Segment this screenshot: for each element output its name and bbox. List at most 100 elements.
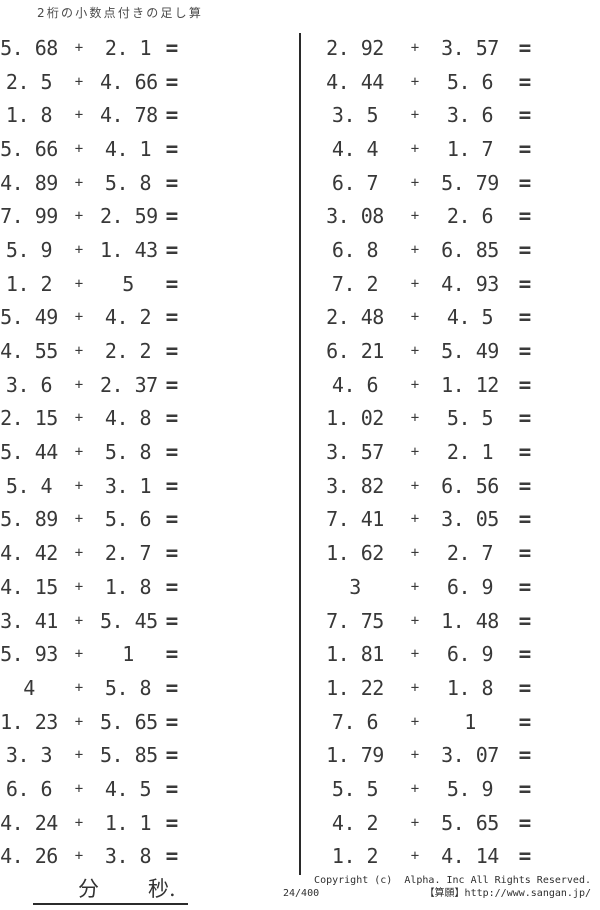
operand-1: 4. 24 bbox=[0, 810, 58, 835]
operand-1: 1. 23 bbox=[0, 709, 58, 734]
problem-row: 7. 6 + 1 = bbox=[300, 705, 600, 739]
operand-1: 2. 48 bbox=[326, 305, 384, 330]
plus-sign: + bbox=[74, 578, 84, 595]
problem-row: 4. 2 + 5. 65 = bbox=[300, 806, 600, 840]
plus-sign: + bbox=[410, 174, 420, 191]
operand-1: 4. 26 bbox=[0, 844, 58, 869]
operand-2: 6. 9 bbox=[446, 642, 494, 667]
seconds-label: 秒. bbox=[148, 877, 176, 901]
problem-row: 4. 42 + 2. 7 = bbox=[0, 536, 300, 570]
operand-2: 5. 65 bbox=[100, 709, 158, 734]
equals-sign: = bbox=[165, 271, 179, 296]
plus-sign: + bbox=[74, 713, 84, 730]
equals-sign: = bbox=[518, 675, 532, 700]
operand-1: 3. 82 bbox=[326, 473, 384, 498]
operand-1: 2. 92 bbox=[326, 35, 384, 60]
problem-row: 6. 7 + 5. 79 = bbox=[300, 166, 600, 200]
problem-row: 1. 22 + 1. 8 = bbox=[300, 671, 600, 705]
equals-sign: = bbox=[518, 642, 532, 667]
problem-row: 4. 26 + 3. 8 = bbox=[0, 840, 300, 874]
operand-2: 1. 48 bbox=[441, 608, 499, 633]
problem-row: 7. 41 + 3. 05 = bbox=[300, 503, 600, 537]
problem-row: 6. 21 + 5. 49 = bbox=[300, 334, 600, 368]
operand-2: 3. 8 bbox=[104, 844, 152, 869]
equals-sign: = bbox=[165, 473, 179, 498]
site-link: 【算願】http://www.sangan.jp/ bbox=[424, 888, 591, 899]
equals-sign: = bbox=[165, 743, 179, 768]
equals-sign: = bbox=[165, 608, 179, 633]
operand-1: 3. 5 bbox=[331, 103, 379, 128]
operand-1: 2. 15 bbox=[0, 406, 58, 431]
equals-sign: = bbox=[518, 204, 532, 229]
plus-sign: + bbox=[410, 39, 420, 56]
operand-2: 1. 1 bbox=[104, 810, 152, 835]
operand-1: 4. 44 bbox=[326, 69, 384, 94]
plus-sign: + bbox=[410, 477, 420, 494]
plus-sign: + bbox=[74, 309, 84, 326]
problem-row: 5. 89 + 5. 6 = bbox=[0, 503, 300, 537]
operand-2: 4. 66 bbox=[100, 69, 158, 94]
operand-1: 4. 42 bbox=[0, 541, 58, 566]
operand-2: 6. 56 bbox=[441, 473, 499, 498]
operand-1: 7. 41 bbox=[326, 507, 384, 532]
problem-row: 3. 41 + 5. 45 = bbox=[0, 604, 300, 638]
plus-sign: + bbox=[410, 578, 420, 595]
operand-2: 5. 8 bbox=[104, 170, 152, 195]
operand-1: 5. 68 bbox=[0, 35, 58, 60]
equals-sign: = bbox=[518, 440, 532, 465]
operand-2: 5. 49 bbox=[441, 339, 499, 364]
equals-sign: = bbox=[518, 136, 532, 161]
problem-row: 4. 4 + 1. 7 = bbox=[300, 132, 600, 166]
plus-sign: + bbox=[410, 73, 420, 90]
operand-2: 5. 65 bbox=[441, 810, 499, 835]
operand-1: 6. 8 bbox=[331, 237, 379, 262]
plus-sign: + bbox=[410, 679, 420, 696]
operand-2: 5. 8 bbox=[104, 440, 152, 465]
problem-row: 5. 66 + 4. 1 = bbox=[0, 132, 300, 166]
operand-1: 5. 44 bbox=[0, 440, 58, 465]
plus-sign: + bbox=[74, 612, 84, 629]
equals-sign: = bbox=[165, 305, 179, 330]
equals-sign: = bbox=[165, 136, 179, 161]
operand-1: 1. 79 bbox=[326, 743, 384, 768]
equals-sign: = bbox=[518, 743, 532, 768]
operand-2: 2. 7 bbox=[446, 541, 494, 566]
operand-2: 4. 14 bbox=[441, 844, 499, 869]
page-number: 24/400 bbox=[283, 888, 320, 899]
problem-row: 7. 99 + 2. 59 = bbox=[0, 199, 300, 233]
equals-sign: = bbox=[165, 507, 179, 532]
operand-2: 5 bbox=[122, 271, 134, 296]
problem-row: 1. 62 + 2. 7 = bbox=[300, 536, 600, 570]
equals-sign: = bbox=[518, 507, 532, 532]
plus-sign: + bbox=[74, 140, 84, 157]
operand-2: 2. 2 bbox=[104, 339, 152, 364]
plus-sign: + bbox=[410, 747, 420, 764]
operand-1: 5. 89 bbox=[0, 507, 58, 532]
operand-2: 4. 78 bbox=[100, 103, 158, 128]
equals-sign: = bbox=[165, 35, 179, 60]
problem-row: 3. 6 + 2. 37 = bbox=[0, 368, 300, 402]
plus-sign: + bbox=[74, 208, 84, 225]
equals-sign: = bbox=[165, 440, 179, 465]
problem-row: 5. 44 + 5. 8 = bbox=[0, 435, 300, 469]
operand-2: 5. 9 bbox=[446, 776, 494, 801]
operand-1: 1. 8 bbox=[5, 103, 53, 128]
plus-sign: + bbox=[74, 545, 84, 562]
operand-2: 3. 07 bbox=[441, 743, 499, 768]
operand-2: 4. 5 bbox=[446, 305, 494, 330]
problem-row: 1. 8 + 4. 78 = bbox=[0, 98, 300, 132]
operand-1: 6. 21 bbox=[326, 339, 384, 364]
operand-1: 7. 2 bbox=[331, 271, 379, 296]
plus-sign: + bbox=[410, 814, 420, 831]
operand-1: 4. 89 bbox=[0, 170, 58, 195]
equals-sign: = bbox=[518, 237, 532, 262]
plus-sign: + bbox=[74, 444, 84, 461]
operand-1: 1. 2 bbox=[5, 271, 53, 296]
plus-sign: + bbox=[74, 107, 84, 124]
plus-sign: + bbox=[410, 713, 420, 730]
problem-row: 5. 68 + 2. 1 = bbox=[0, 31, 300, 65]
plus-sign: + bbox=[410, 241, 420, 258]
equals-sign: = bbox=[165, 844, 179, 869]
problem-row: 4. 89 + 5. 8 = bbox=[0, 166, 300, 200]
